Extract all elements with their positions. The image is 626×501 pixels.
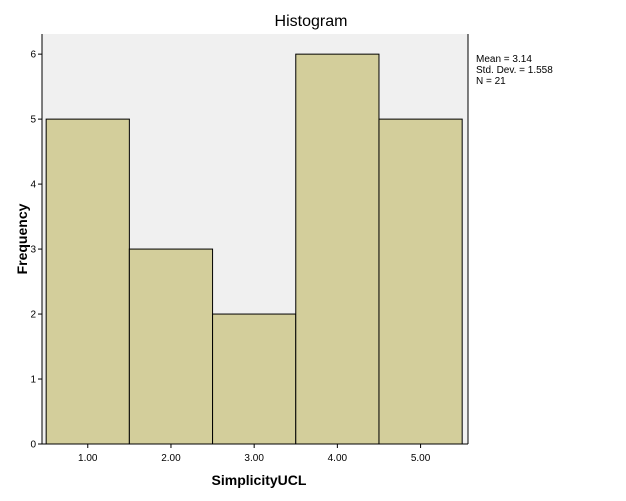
histogram-bar (45, 118, 130, 445)
stats-std-dev: Std. Dev. = 1.558 (476, 65, 553, 76)
histogram-bar (295, 53, 380, 445)
x-tick-label: 5.00 (411, 453, 431, 464)
y-axis-label: Frequency (14, 203, 30, 274)
stats-n: N = 21 (476, 76, 506, 87)
x-tick-label: 1.00 (78, 453, 98, 464)
y-tick-label: 0 (30, 440, 36, 451)
bars-group (45, 53, 463, 445)
y-tick-label: 2 (30, 310, 36, 321)
x-tick-label: 2.00 (161, 453, 181, 464)
y-tick-label: 4 (30, 180, 36, 191)
histogram-bar (128, 248, 214, 445)
y-tick-label: 1 (30, 375, 36, 386)
y-tick-label: 5 (30, 115, 36, 126)
x-tick-label: 4.00 (328, 453, 348, 464)
chart-title: Histogram (275, 13, 348, 30)
y-tick-label: 6 (30, 50, 36, 61)
stats-mean: Mean = 3.14 (476, 54, 532, 65)
stats-box: Mean = 3.14 Std. Dev. = 1.558 N = 21 (476, 54, 553, 87)
histogram-bar (212, 313, 297, 445)
histogram-bar (378, 118, 463, 445)
y-axis-ticks: 0 1 2 3 4 5 6 (30, 50, 42, 451)
x-axis-ticks: 1.00 2.00 3.00 4.00 5.00 (78, 444, 431, 464)
x-axis-label: SimplicityUCL (212, 472, 307, 488)
x-tick-label: 3.00 (244, 453, 264, 464)
y-tick-label: 3 (30, 245, 36, 256)
